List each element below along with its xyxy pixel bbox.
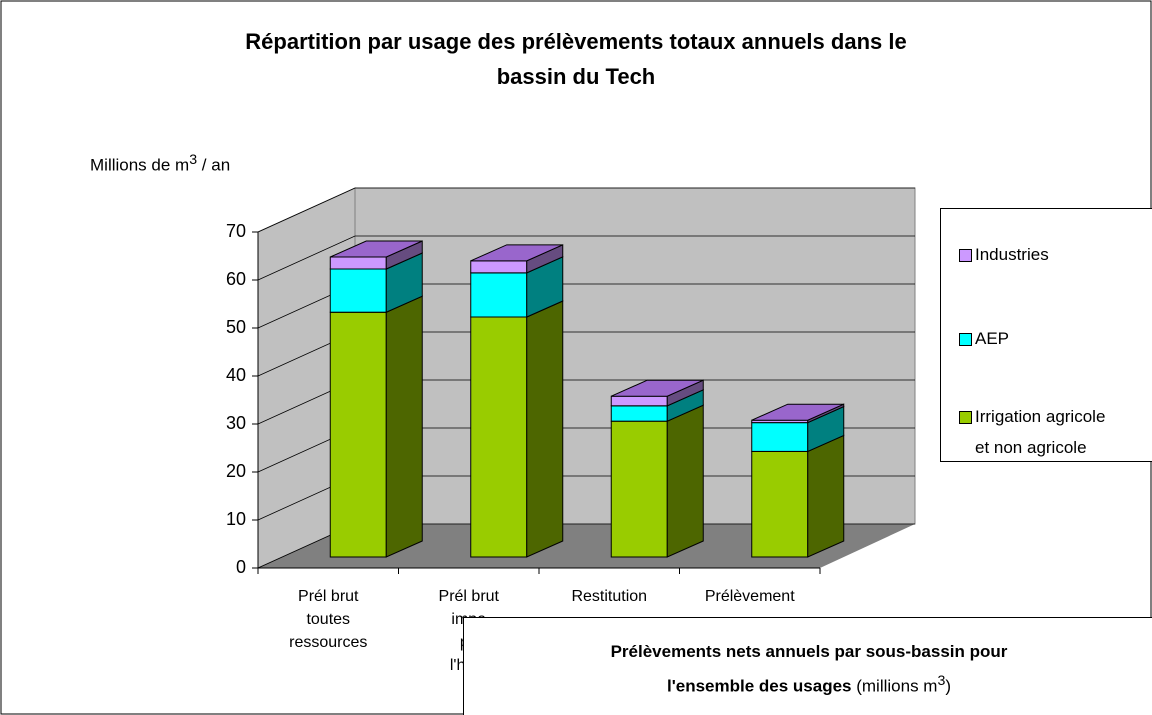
y-tick-label: 70 (226, 221, 246, 241)
y-label-sup: 3 (189, 152, 198, 168)
bar-top (470, 244, 563, 262)
bar-front (751, 422, 809, 452)
bar-front (329, 311, 387, 558)
bar-top (611, 379, 704, 397)
overlay-panel: Prélèvements nets annuels par sous-bassi… (463, 617, 1152, 715)
y-tick-label: 0 (236, 557, 246, 577)
bar-front (470, 316, 528, 558)
grid-line (257, 187, 915, 233)
bar-side (385, 295, 423, 558)
grid-line (257, 235, 915, 281)
bar-side (807, 434, 845, 558)
chart-title: Répartition par usage des prélèvements t… (245, 29, 907, 89)
overlay-rest: (millions m (851, 676, 938, 696)
overlay-end: ) (945, 676, 952, 696)
legend-label: Industries (975, 245, 1049, 264)
legend-swatch (959, 333, 972, 346)
x-tick-label: Prél brut toutes ressources (289, 588, 368, 651)
bar-front (329, 256, 387, 270)
legend-swatch (959, 411, 972, 424)
bar-top (330, 240, 423, 258)
overlay-sup: 3 (937, 673, 946, 689)
bar-front (470, 260, 528, 274)
bar-top (751, 403, 844, 421)
bar-front (610, 395, 668, 407)
overlay-bold: l'ensemble des usages (666, 676, 852, 696)
y-axis-label: Millions de m3 / an (90, 152, 230, 176)
y-tick-label: 50 (226, 317, 246, 337)
x-tick-label: Prélèvement (704, 588, 795, 605)
y-tick-label: 30 (226, 413, 246, 433)
bar-front (329, 268, 387, 313)
legend-label: Irrigation agricole et non agricole (975, 407, 1106, 457)
y-tick-label: 40 (226, 365, 246, 385)
bar-front (470, 272, 528, 318)
overlay-line1: Prélèvements nets annuels par sous-bassi… (610, 642, 1008, 661)
y-tick-label: 60 (226, 269, 246, 289)
bar-side (666, 404, 704, 558)
y-tick-label: 10 (226, 509, 246, 529)
legend: Industries AEP Irrigation agricole et non … (940, 208, 1152, 462)
y-label: Millions de m (90, 155, 190, 175)
x-tick-label: Restitution (571, 588, 648, 605)
bar-front (751, 450, 809, 558)
legend-swatch (959, 249, 972, 262)
legend-label: AEP (975, 329, 1010, 348)
y-label-end: / an (197, 155, 231, 175)
bar-side (526, 300, 564, 558)
bar-front (610, 420, 668, 558)
y-tick-label: 20 (226, 461, 246, 481)
overlay-line2: l'ensemble des usages (millions m3) (464, 673, 1152, 697)
bar-front (610, 405, 668, 422)
